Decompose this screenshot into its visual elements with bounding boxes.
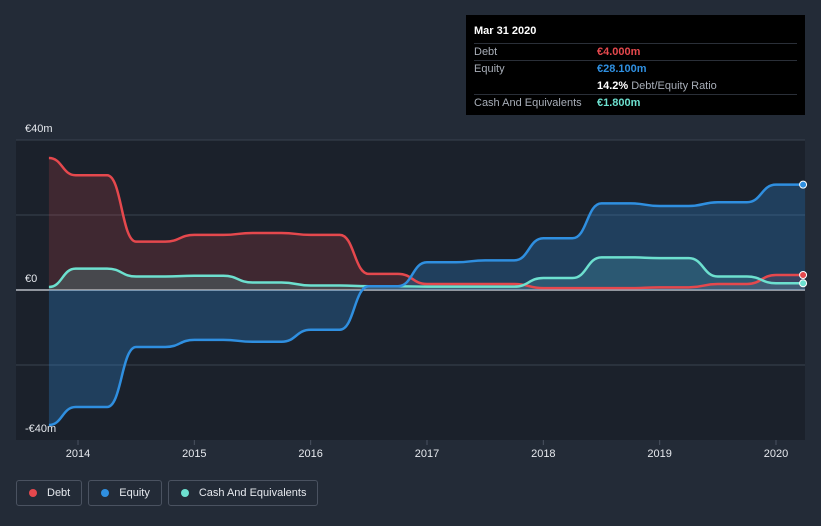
- tooltip-row-debt: Debt €4.000m: [474, 43, 797, 60]
- series-lines: [48, 156, 806, 427]
- legend-debt-label: Debt: [47, 487, 71, 499]
- x-tick-label: 2017: [415, 448, 439, 460]
- x-tick-label: 2015: [182, 448, 206, 460]
- grid-lines: [16, 139, 805, 366]
- debt-dot-icon: [29, 489, 37, 497]
- tooltip-ratio-value: 14.2%: [597, 80, 629, 92]
- end-point-cash-and-equivalents: [799, 279, 808, 288]
- x-tick-label: 2018: [531, 448, 555, 460]
- area-fills: [48, 158, 806, 425]
- legend-equity-label: Equity: [119, 487, 150, 499]
- legend-item-cash[interactable]: Cash And Equivalents: [167, 480, 319, 506]
- tooltip-equity-value: €28.100m: [597, 63, 647, 75]
- area-equity: [48, 184, 806, 425]
- x-tick-label: 2014: [66, 448, 90, 460]
- end-markers: [799, 180, 808, 288]
- tooltip-debt-label: Debt: [474, 46, 498, 58]
- line-equity: [48, 183, 806, 427]
- tooltip-debt-value: €4.000m: [597, 46, 641, 58]
- y-tick-label: €40m: [25, 123, 53, 135]
- y-tick-label: €0: [25, 273, 37, 285]
- legend-item-equity[interactable]: Equity: [88, 480, 162, 506]
- tooltip-row-equity: Equity €28.100m: [474, 60, 797, 77]
- tooltip-equity-label: Equity: [474, 63, 505, 75]
- area-debt: [48, 158, 806, 290]
- x-tick-label: 2020: [764, 448, 788, 460]
- tooltip-cash-value: €1.800m: [597, 97, 641, 109]
- x-tick-label: 2016: [298, 448, 322, 460]
- tooltip-row-ratio: 14.2% Debt/Equity Ratio: [474, 77, 797, 94]
- axis-ticks: €40m €0 -€40m 2014 2015 2016 2017 2018 2019 2020: [25, 123, 788, 460]
- legend-item-debt[interactable]: Debt: [16, 480, 83, 506]
- cash-dot-icon: [180, 489, 189, 497]
- tooltip-row-cash: Cash And Equivalents €1.800m: [474, 94, 797, 111]
- end-point-debt: [799, 271, 808, 279]
- y-tick-label: -€40m: [25, 423, 56, 435]
- tooltip-ratio-label: Debt/Equity Ratio: [631, 80, 717, 92]
- x-tick-label: 2019: [647, 448, 671, 460]
- data-tooltip: Mar 31 2020 Debt €4.000m Equity €28.100m…: [466, 15, 805, 115]
- legend-cash-label: Cash And Equivalents: [198, 487, 307, 499]
- equity-dot-icon: [101, 489, 110, 497]
- tooltip-date: Mar 31 2020: [474, 25, 537, 37]
- line-debt: [48, 156, 806, 290]
- end-point-equity: [799, 180, 808, 189]
- line-cash-and-equivalents: [48, 256, 806, 289]
- tooltip-cash-label: Cash And Equivalents: [474, 97, 582, 109]
- chart-legend: Debt Equity Cash And Equivalents: [16, 480, 319, 506]
- area-cash-and-equivalents: [48, 257, 806, 290]
